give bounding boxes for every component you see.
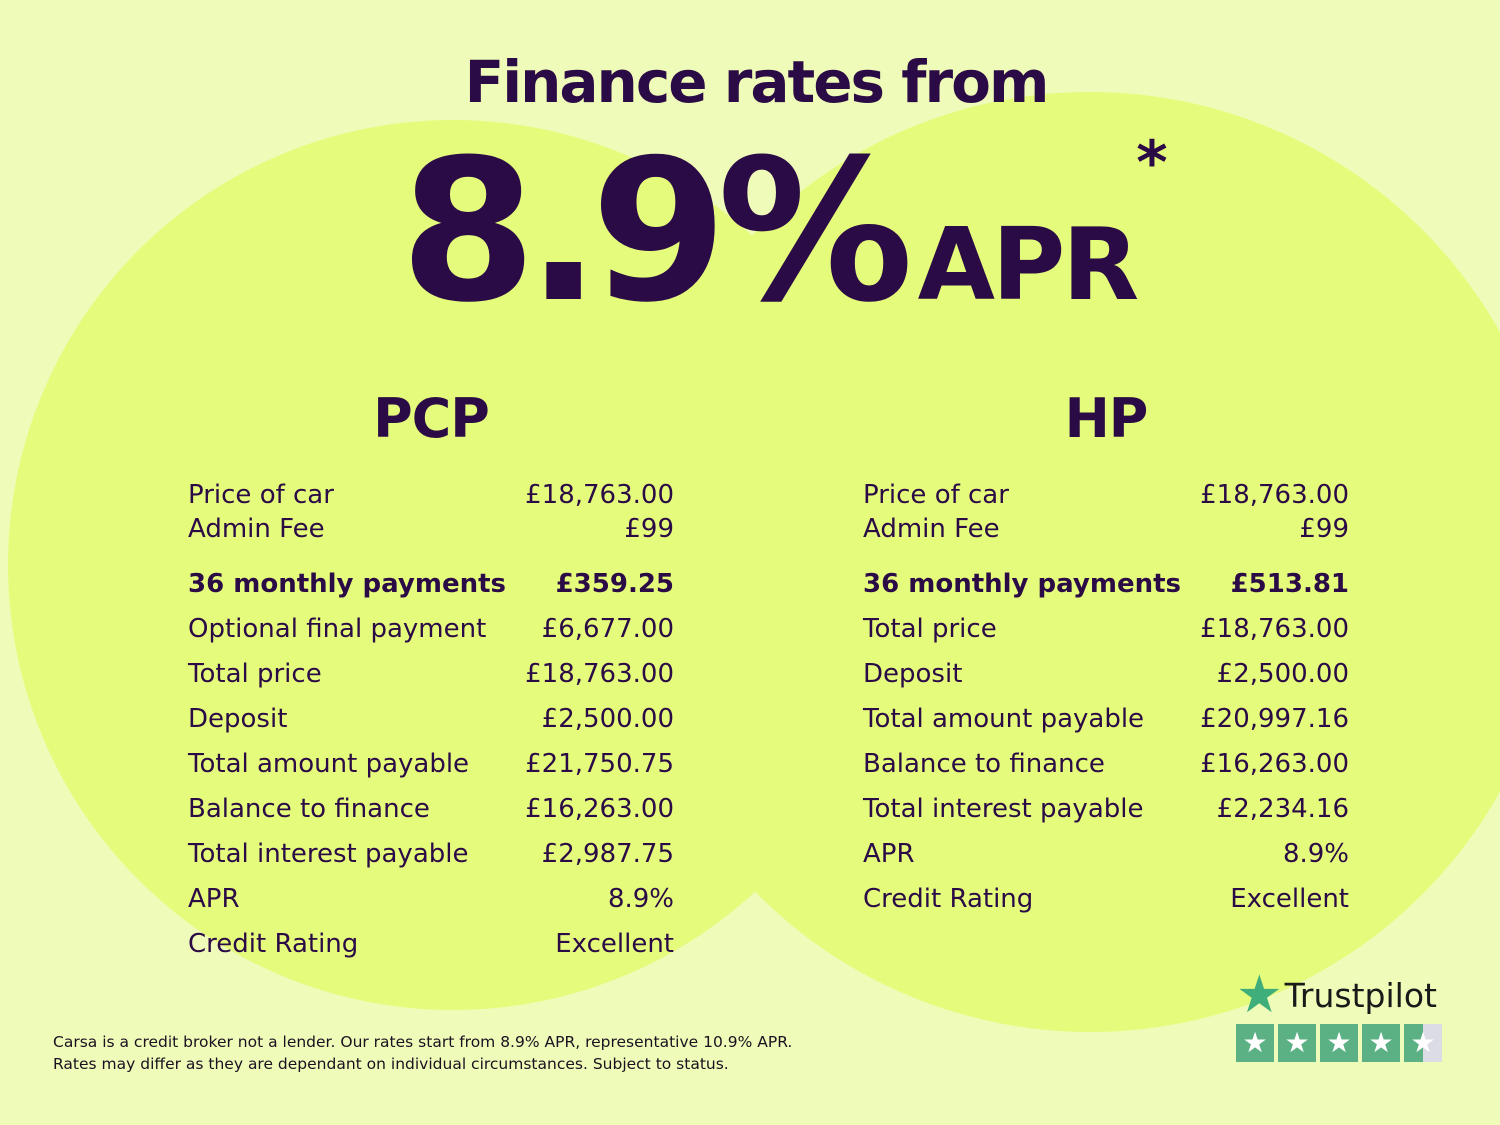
row-label: Admin Fee (188, 514, 325, 544)
row-label: Total amount payable (863, 704, 1145, 734)
row-label: Total interest payable (188, 839, 469, 869)
hp-row: Total interest payable £2,234.16 (863, 792, 1349, 837)
row-label: APR (188, 884, 240, 914)
hp-row: Price of car £18,763.00 (863, 478, 1349, 512)
row-value: £99 (624, 514, 674, 544)
apr-label: APR (917, 206, 1140, 323)
star-icon: ★ (1362, 1024, 1400, 1062)
row-value: 8.9% (1282, 839, 1349, 869)
trustpilot-logo: ★ Trustpilot (1236, 965, 1442, 1025)
row-label: Total price (863, 614, 997, 644)
pcp-row: Total interest payable £2,987.75 (188, 837, 674, 882)
row-value: £18,763.00 (1200, 614, 1349, 644)
row-value: £21,750.75 (525, 749, 674, 779)
row-label: Admin Fee (863, 514, 1000, 544)
pcp-row: Admin Fee £99 (188, 512, 674, 557)
row-value: Excellent (1230, 884, 1349, 914)
hp-row: Balance to finance £16,263.00 (863, 747, 1349, 792)
hp-heading: HP (1064, 387, 1149, 450)
star-icon: ★ (1236, 965, 1283, 1025)
row-value: £16,263.00 (525, 794, 674, 824)
star-icon: ★ (1278, 1024, 1316, 1062)
row-value: £2,987.75 (541, 839, 674, 869)
pcp-row: Price of car £18,763.00 (188, 478, 674, 512)
row-value: £2,500.00 (541, 704, 674, 734)
rate-value: 8.9% (400, 118, 914, 346)
hp-row: Credit Rating Excellent (863, 882, 1349, 927)
row-value: £18,763.00 (1200, 480, 1349, 510)
pcp-table: PCP Price of car £18,763.00 Admin Fee £99 36… (188, 388, 674, 972)
half-star-icon: ★ (1404, 1024, 1442, 1062)
star-icon: ★ (1320, 1024, 1358, 1062)
disclaimer-line-1: Carsa is a credit broker not a lender. O… (53, 1033, 793, 1051)
row-label: Total interest payable (863, 794, 1144, 824)
trustpilot-name: Trustpilot (1284, 975, 1437, 1015)
row-label: APR (863, 839, 915, 869)
hp-row: Total amount payable £20,997.16 (863, 702, 1349, 747)
pcp-row: Credit Rating Excellent (188, 927, 674, 972)
row-value: £99 (1299, 514, 1349, 544)
row-label: Optional final payment (188, 614, 487, 644)
row-value: £6,677.00 (541, 614, 674, 644)
row-value: £20,997.16 (1200, 704, 1349, 734)
row-value: £2,500.00 (1216, 659, 1349, 689)
hp-row: 36 monthly payments £513.81 (863, 567, 1349, 612)
hp-row: Total price £18,763.00 (863, 612, 1349, 657)
row-value: £18,763.00 (525, 480, 674, 510)
row-value: £359.25 (555, 569, 674, 599)
row-label: Credit Rating (863, 884, 1034, 914)
trustpilot-badge[interactable]: ★ Trustpilot ★ ★ ★ ★ ★ (1236, 965, 1442, 1062)
rating-stars: ★ ★ ★ ★ ★ (1236, 1024, 1442, 1062)
disclaimer: Carsa is a credit broker not a lender. O… (53, 1031, 792, 1075)
background-circle-right (620, 92, 1500, 1032)
star-icon: ★ (1236, 1024, 1274, 1062)
row-label: 36 monthly payments (188, 569, 506, 599)
disclaimer-line-2: Rates may differ as they are dependant o… (53, 1055, 729, 1073)
row-value: £16,263.00 (1200, 749, 1349, 779)
row-label: Balance to finance (188, 794, 430, 824)
hp-row: Deposit £2,500.00 (863, 657, 1349, 702)
row-label: Deposit (188, 704, 288, 734)
hp-table: HP Price of car £18,763.00 Admin Fee £99 36 … (863, 388, 1349, 927)
asterisk: * (1136, 128, 1168, 198)
row-value: £513.81 (1230, 569, 1349, 599)
headline-title: Finance rates from (464, 48, 1050, 116)
row-value: Excellent (555, 929, 674, 959)
row-value: £18,763.00 (525, 659, 674, 689)
hp-row: APR 8.9% (863, 837, 1349, 882)
pcp-heading: PCP (373, 387, 490, 450)
pcp-row: Total amount payable £21,750.75 (188, 747, 674, 792)
row-label: 36 monthly payments (863, 569, 1181, 599)
row-value: £2,234.16 (1216, 794, 1349, 824)
row-label: Total price (188, 659, 322, 689)
headline-rate: 8.9% APR * (400, 118, 1168, 346)
pcp-row: Balance to finance £16,263.00 (188, 792, 674, 837)
hp-row: Admin Fee £99 (863, 512, 1349, 557)
row-label: Total amount payable (188, 749, 470, 779)
row-label: Price of car (188, 480, 334, 510)
pcp-row: Deposit £2,500.00 (188, 702, 674, 747)
pcp-row: Total price £18,763.00 (188, 657, 674, 702)
row-label: Credit Rating (188, 929, 359, 959)
pcp-row: APR 8.9% (188, 882, 674, 927)
row-label: Deposit (863, 659, 963, 689)
row-label: Price of car (863, 480, 1009, 510)
row-value: 8.9% (607, 884, 674, 914)
pcp-row: Optional final payment £6,677.00 (188, 612, 674, 657)
row-label: Balance to finance (863, 749, 1105, 779)
pcp-row: 36 monthly payments £359.25 (188, 567, 674, 612)
